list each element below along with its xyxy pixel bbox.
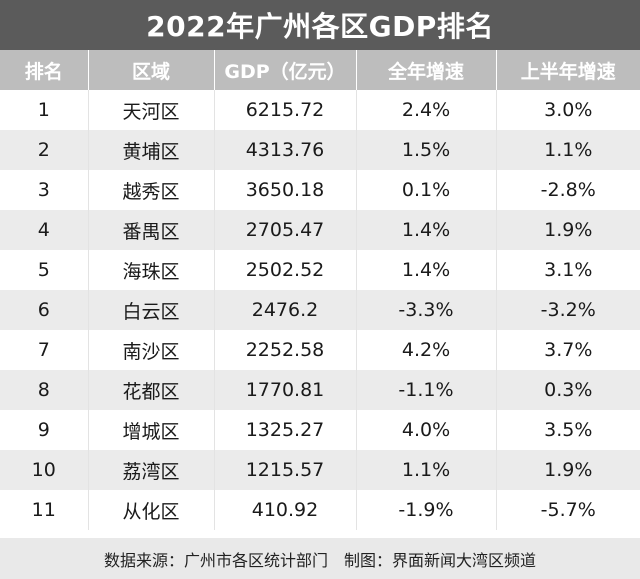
header-rank: 排名 [0, 50, 89, 90]
table-row: 2 黄埔区 4313.76 1.5% 1.1% [0, 130, 640, 170]
cell-district: 花都区 [88, 370, 215, 410]
header-gdp: GDP（亿元） [214, 50, 357, 90]
cell-annual-growth: 4.0% [356, 410, 497, 450]
cell-rank: 3 [0, 170, 89, 210]
cell-gdp: 2705.47 [214, 210, 357, 250]
cell-rank: 2 [0, 130, 89, 170]
cell-gdp: 1325.27 [214, 410, 357, 450]
table-header-row: 排名 区域 GDP（亿元） 全年增速 上半年增速 [0, 50, 640, 90]
cell-district: 海珠区 [88, 250, 215, 290]
table-title: 2022年广州各区GDP排名 [0, 0, 640, 50]
cell-half-year-growth: 3.1% [496, 250, 640, 290]
cell-half-year-growth: -2.8% [496, 170, 640, 210]
cell-gdp: 2252.58 [214, 330, 357, 370]
cell-rank: 4 [0, 210, 89, 250]
cell-district: 增城区 [88, 410, 215, 450]
gdp-ranking-table: 排名 区域 GDP（亿元） 全年增速 上半年增速 1 天河区 6215.72 2.4%… [0, 50, 640, 530]
header-half-year-growth: 上半年增速 [496, 50, 640, 90]
cell-gdp: 3650.18 [214, 170, 357, 210]
table-row: 1 天河区 6215.72 2.4% 3.0% [0, 90, 640, 130]
cell-annual-growth: 1.4% [356, 250, 497, 290]
cell-rank: 9 [0, 410, 89, 450]
cell-half-year-growth: 1.1% [496, 130, 640, 170]
cell-half-year-growth: -5.7% [496, 490, 640, 530]
table-body: 1 天河区 6215.72 2.4% 3.0% 2 黄埔区 4313.76 1.5% 1.1% 3 越… [0, 90, 640, 530]
header-district: 区域 [88, 50, 215, 90]
table-row: 6 白云区 2476.2 -3.3% -3.2% [0, 290, 640, 330]
cell-half-year-growth: 1.9% [496, 210, 640, 250]
cell-gdp: 4313.76 [214, 130, 357, 170]
source-footer: 数据来源：广州市各区统计部门 制图：界面新闻大湾区频道 [0, 538, 640, 579]
cell-gdp: 410.92 [214, 490, 357, 530]
table-row: 8 花都区 1770.81 -1.1% 0.3% [0, 370, 640, 410]
cell-gdp: 1770.81 [214, 370, 357, 410]
cell-rank: 8 [0, 370, 89, 410]
cell-rank: 5 [0, 250, 89, 290]
cell-rank: 10 [0, 450, 89, 490]
cell-district: 天河区 [88, 90, 215, 130]
cell-annual-growth: 2.4% [356, 90, 497, 130]
table-row: 5 海珠区 2502.52 1.4% 3.1% [0, 250, 640, 290]
cell-annual-growth: 1.4% [356, 210, 497, 250]
cell-annual-growth: 4.2% [356, 330, 497, 370]
cell-rank: 11 [0, 490, 89, 530]
table-row: 11 从化区 410.92 -1.9% -5.7% [0, 490, 640, 530]
cell-district: 越秀区 [88, 170, 215, 210]
cell-annual-growth: 0.1% [356, 170, 497, 210]
header-annual-growth: 全年增速 [356, 50, 497, 90]
cell-half-year-growth: 3.5% [496, 410, 640, 450]
table-row: 7 南沙区 2252.58 4.2% 3.7% [0, 330, 640, 370]
cell-district: 黄埔区 [88, 130, 215, 170]
cell-annual-growth: 1.5% [356, 130, 497, 170]
cell-rank: 1 [0, 90, 89, 130]
cell-half-year-growth: 3.0% [496, 90, 640, 130]
cell-gdp: 6215.72 [214, 90, 357, 130]
cell-district: 白云区 [88, 290, 215, 330]
cell-gdp: 2502.52 [214, 250, 357, 290]
cell-gdp: 2476.2 [214, 290, 357, 330]
table-row: 9 增城区 1325.27 4.0% 3.5% [0, 410, 640, 450]
cell-rank: 7 [0, 330, 89, 370]
cell-district: 荔湾区 [88, 450, 215, 490]
cell-rank: 6 [0, 290, 89, 330]
cell-half-year-growth: 3.7% [496, 330, 640, 370]
cell-half-year-growth: 1.9% [496, 450, 640, 490]
cell-annual-growth: 1.1% [356, 450, 497, 490]
table-row: 10 荔湾区 1215.57 1.1% 1.9% [0, 450, 640, 490]
cell-annual-growth: -1.1% [356, 370, 497, 410]
cell-district: 从化区 [88, 490, 215, 530]
cell-district: 南沙区 [88, 330, 215, 370]
cell-half-year-growth: 0.3% [496, 370, 640, 410]
table-row: 3 越秀区 3650.18 0.1% -2.8% [0, 170, 640, 210]
cell-district: 番禺区 [88, 210, 215, 250]
cell-gdp: 1215.57 [214, 450, 357, 490]
cell-annual-growth: -3.3% [356, 290, 497, 330]
cell-half-year-growth: -3.2% [496, 290, 640, 330]
cell-annual-growth: -1.9% [356, 490, 497, 530]
table-row: 4 番禺区 2705.47 1.4% 1.9% [0, 210, 640, 250]
